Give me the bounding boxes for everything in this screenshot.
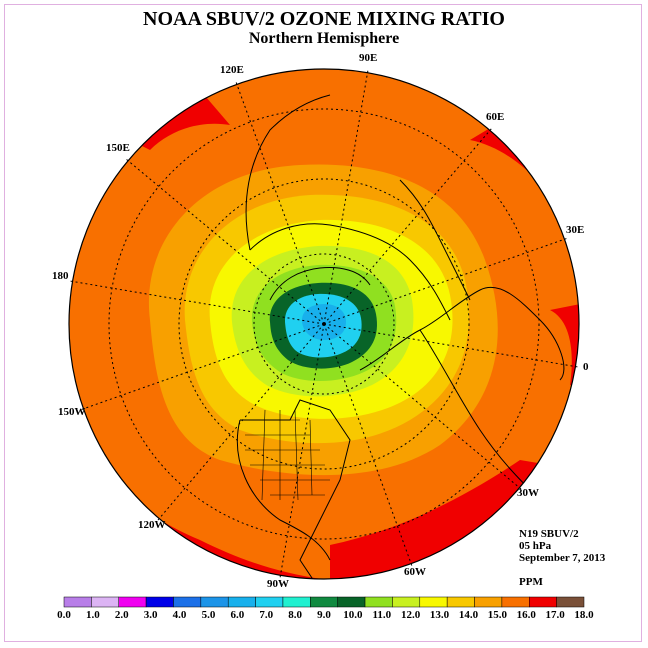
colorbar-tick-label: 11.0 [372, 609, 391, 621]
lon-label-60w: 60W [404, 566, 426, 578]
colorbar-tick-label: 5.0 [202, 609, 216, 621]
colorbar-swatch [474, 596, 503, 608]
colorbar-swatch [419, 596, 448, 608]
lon-label-180: 180 [52, 270, 69, 282]
colorbar-swatch [255, 596, 284, 608]
lon-label-150e: 150E [106, 142, 130, 154]
colorbar-tick-label: 16.0 [517, 609, 537, 621]
colorbar-tick-label: 3.0 [144, 609, 158, 621]
lon-label-30e: 30E [566, 224, 584, 236]
pressure-level-label: 05 hPa [519, 540, 552, 552]
colorbar-swatch [446, 596, 475, 608]
colorbar-swatch [173, 596, 202, 608]
graticule [69, 69, 579, 579]
map-boundary [68, 68, 580, 580]
colorbar-tick-label: 7.0 [259, 609, 273, 621]
colorbar-swatch [282, 596, 311, 608]
colorbar-swatch [200, 596, 229, 608]
colorbar-tick-label: 0.0 [57, 609, 71, 621]
lon-label-90w: 90W [267, 578, 289, 590]
colorbar-tick-label: 18.0 [574, 609, 594, 621]
colorbar-tick-label: 4.0 [173, 609, 187, 621]
lon-label-120w: 120W [138, 519, 166, 531]
map-subtitle: Northern Hemisphere [248, 30, 400, 47]
colorbar-swatch [556, 596, 585, 608]
colorbar-tick-label: 2.0 [115, 609, 129, 621]
image-frame [4, 4, 642, 642]
colorbar-tick-label: 17.0 [545, 609, 565, 621]
colorbar-tick-label: 13.0 [430, 609, 450, 621]
satellite-label: N19 SBUV/2 [519, 528, 579, 540]
colorbar-tick-label: 12.0 [401, 609, 421, 621]
colorbar-swatch [91, 596, 119, 608]
date-label: September 7, 2013 [519, 552, 606, 564]
lon-label-150w: 150W [58, 406, 86, 418]
colorbar-tick-label: 14.0 [459, 609, 479, 621]
colorbar-swatch [337, 596, 366, 608]
lon-label-30w: 30W [517, 487, 539, 499]
colorbar-swatch [364, 596, 393, 608]
colorbar-swatch [501, 596, 530, 608]
colorbar-tick-label: 6.0 [230, 609, 244, 621]
lon-label-60e: 60E [486, 111, 504, 123]
colorbar-tick-label: 9.0 [317, 609, 331, 621]
colorbar-tick-label: 1.0 [86, 609, 100, 621]
lon-label-0: 0 [583, 361, 589, 373]
colorbar-swatch [529, 596, 557, 608]
colorbar-tick-label: 15.0 [488, 609, 508, 621]
colorbar-swatch [227, 596, 256, 608]
colorbar-swatch [118, 596, 147, 608]
colorbar-swatch [63, 596, 92, 608]
lon-label-120e: 120E [220, 64, 244, 76]
colorbar-swatch [310, 596, 338, 608]
colorbar-tick-label: 8.0 [288, 609, 302, 621]
lon-label-90e: 90E [359, 52, 377, 64]
colorbar-swatch [392, 596, 421, 608]
colorbar-tick-label: 10.0 [343, 609, 363, 621]
colorbar: 0.0 1.0 2.0 3.0 4.0 5.0 6.0 7.0 8.0 9.0 10.0 11.0 12… [57, 596, 594, 621]
map-title: NOAA SBUV/2 OZONE MIXING RATIO [143, 8, 505, 30]
units-label: PPM [519, 576, 543, 588]
colorbar-swatch [145, 596, 174, 608]
